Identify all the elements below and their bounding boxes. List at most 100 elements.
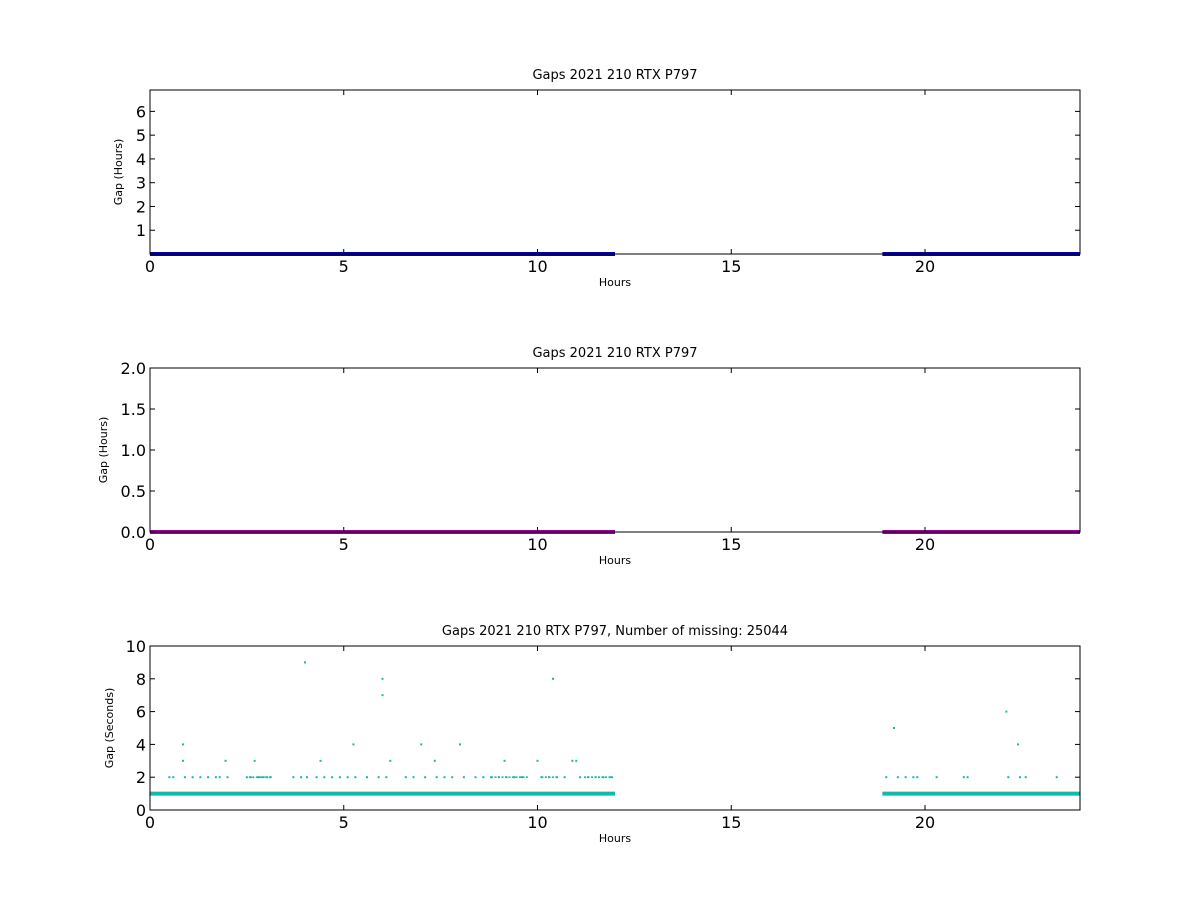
data-point	[245, 776, 248, 779]
x-tick-label: 10	[527, 257, 547, 276]
data-point	[521, 776, 523, 779]
data-point	[1018, 776, 1021, 779]
data-point	[224, 759, 227, 762]
data-point	[214, 776, 217, 779]
gap-hours-panel: 0 5 10 15 20 1 2 3 4 5 6 Gaps 2021 210 RTX P797 Hour…	[112, 68, 1081, 289]
data-point	[338, 776, 341, 779]
data-point	[381, 677, 384, 680]
data-layer	[150, 661, 1080, 796]
x-tick-label: 10	[527, 813, 547, 832]
data-point	[389, 759, 392, 762]
data-point	[381, 694, 384, 697]
data-point	[563, 776, 566, 779]
chart-title: Gaps 2021 210 RTX P797, Number of missin…	[442, 624, 788, 639]
data-point	[183, 776, 186, 779]
data-point	[610, 776, 613, 779]
y-tick-label: 5	[136, 126, 146, 145]
data-point	[594, 776, 597, 779]
x-tick-label: 15	[721, 535, 741, 554]
data-point	[261, 776, 264, 779]
data-point	[482, 776, 485, 779]
data-point	[257, 776, 260, 779]
y-tick-label: 1	[136, 221, 146, 240]
data-point	[253, 759, 256, 762]
x-tick-label: 0	[145, 535, 155, 554]
data-point	[904, 776, 907, 779]
data-point	[1055, 776, 1058, 779]
data-point	[269, 776, 272, 779]
y-tick-label: 8	[136, 670, 146, 689]
data-point	[191, 776, 194, 779]
y-tick-label: 2	[136, 197, 146, 216]
data-point	[571, 759, 574, 762]
y-tick-label: 1.0	[121, 441, 146, 460]
data-point	[916, 776, 919, 779]
axes-frame	[149, 367, 1081, 533]
x-axis-label: Hours	[599, 276, 631, 289]
data-point	[366, 776, 368, 779]
data-point	[424, 776, 427, 779]
x-tick-label: 0	[145, 813, 155, 832]
data-point	[540, 776, 543, 779]
data-point	[497, 776, 500, 779]
data-point	[305, 776, 308, 779]
data-point	[579, 776, 582, 779]
data-point	[586, 776, 589, 779]
y-tick-label: 4	[136, 735, 146, 754]
data-point	[962, 776, 965, 779]
x-tick-label: 5	[339, 813, 349, 832]
y-tick-label: 0.5	[121, 482, 146, 501]
data-point	[377, 776, 380, 779]
data-point	[552, 677, 554, 680]
data-point	[966, 776, 969, 779]
y-tick-label: 0	[136, 801, 146, 820]
x-tick-label: 20	[915, 535, 935, 554]
gap-seconds-panel: 0 5 10 15 20 0 2 4 6 8 10 Gaps 2021 210 RTX P797, N…	[103, 624, 1081, 845]
data-point	[513, 776, 516, 779]
y-tick-label: 1.5	[121, 400, 146, 419]
y-tick-label: 2.0	[121, 359, 146, 378]
data-point	[315, 776, 318, 779]
x-tick-label: 20	[915, 813, 935, 832]
x-axis-label: Hours	[599, 832, 631, 845]
data-point	[505, 776, 508, 779]
data-point	[555, 776, 558, 779]
data-point	[218, 776, 221, 779]
data-point	[412, 776, 415, 779]
x-axis-label: Hours	[599, 554, 631, 567]
data-point	[490, 776, 492, 779]
x-tick-label: 20	[915, 257, 935, 276]
data-point	[420, 743, 423, 746]
x-tick-label: 5	[339, 535, 349, 554]
y-tick-label: 3	[136, 174, 146, 193]
y-tick-label: 6	[136, 703, 146, 722]
data-point	[1024, 776, 1027, 779]
chart-title: Gaps 2021 210 RTX P797	[532, 346, 697, 361]
data-point	[404, 776, 407, 779]
data-point	[199, 776, 202, 779]
data-point	[893, 727, 895, 729]
y-tick-label: 4	[136, 150, 146, 169]
data-point	[548, 776, 551, 779]
data-point	[935, 776, 938, 779]
data-point	[536, 759, 539, 762]
x-tick-label: 15	[721, 257, 741, 276]
data-point	[352, 743, 355, 746]
data-point	[265, 776, 268, 779]
x-tick-label: 0	[145, 257, 155, 276]
y-tick-label: 10	[126, 637, 146, 656]
data-point	[323, 776, 326, 779]
data-point	[226, 776, 229, 779]
data-point	[503, 759, 506, 762]
data-point	[181, 743, 184, 746]
y-axis-label: Gap (Hours)	[97, 417, 110, 484]
y-tick-label: 0.0	[121, 523, 146, 542]
axes-frame	[149, 89, 1081, 255]
x-tick-label: 10	[527, 535, 547, 554]
data-point	[885, 776, 888, 779]
data-point	[462, 776, 465, 779]
data-point	[435, 776, 438, 779]
data-point	[474, 776, 477, 779]
data-point	[181, 759, 184, 762]
data-point	[451, 776, 454, 779]
